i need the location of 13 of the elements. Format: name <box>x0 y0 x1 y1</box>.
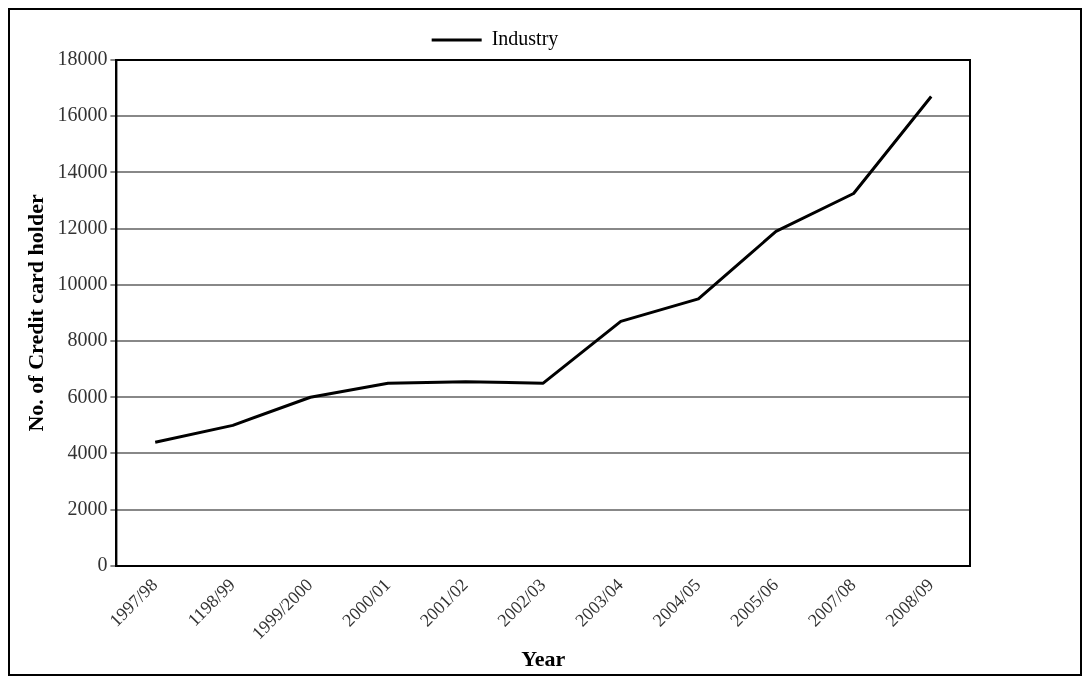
y-tick-label: 0 <box>97 553 108 576</box>
y-tick-label: 8000 <box>67 328 108 351</box>
y-tick-label: 14000 <box>57 159 108 182</box>
y-tick-label: 16000 <box>57 103 108 126</box>
y-tick-label: 2000 <box>67 496 108 519</box>
y-axis-title: No. of Credit card holder <box>22 194 48 432</box>
y-tick-label: 12000 <box>57 215 108 238</box>
y-tick-label: 6000 <box>67 384 108 407</box>
y-tick-label: 18000 <box>57 47 108 70</box>
x-axis-title: Year <box>521 646 566 672</box>
legend-label: Industry <box>491 27 559 51</box>
y-tick-label: 4000 <box>67 440 108 463</box>
y-tick-label: 10000 <box>57 272 108 295</box>
